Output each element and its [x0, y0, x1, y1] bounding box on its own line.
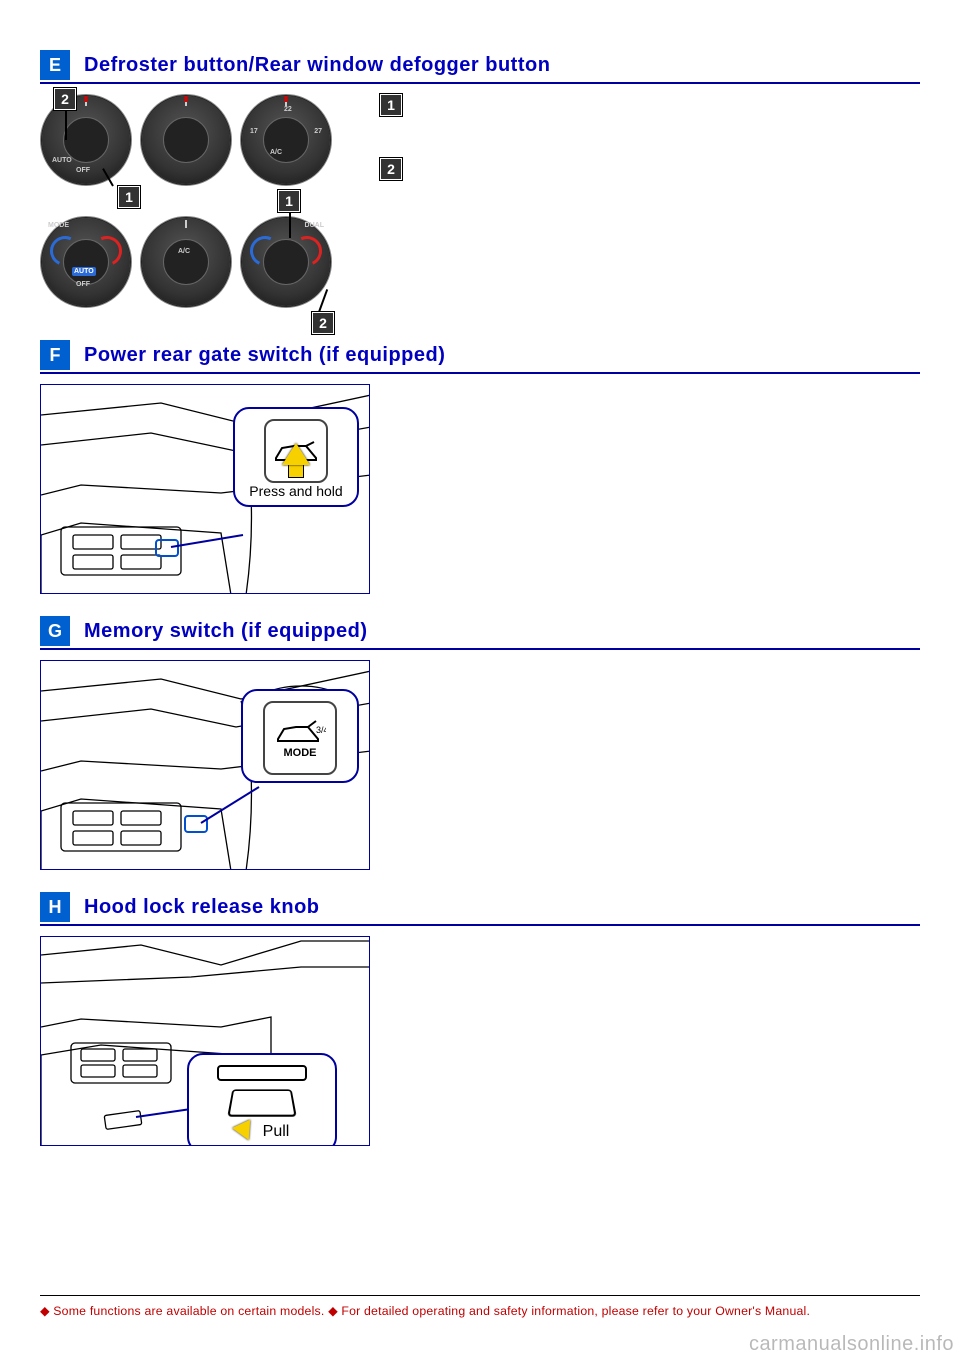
- illustration-f: Press and hold: [40, 384, 370, 594]
- callout-1-top: 1: [118, 186, 140, 208]
- side-callout-1: 1: [380, 94, 800, 116]
- section-letter-h: H: [40, 892, 70, 922]
- section-title-g: Memory switch (if equipped): [84, 620, 368, 643]
- dial-row-top: AUTO OFF 22 17 27 A/C 2 1: [40, 94, 360, 186]
- dial-label-22: 22: [284, 106, 292, 113]
- hood-knob-top-icon: [217, 1065, 307, 1081]
- hood-knob-handle-icon: [227, 1089, 297, 1116]
- dial-label-27: 27: [314, 128, 322, 135]
- mode-label: MODE: [284, 747, 317, 759]
- dial-label-off: OFF: [76, 167, 90, 174]
- section-g: G Memory switch (if equipped): [40, 616, 920, 870]
- section-letter-g: G: [40, 616, 70, 646]
- illustration-h: Pull: [40, 936, 370, 1146]
- callout-1-bottom: 1: [278, 190, 300, 212]
- section-e: E Defroster button/Rear window defogger …: [40, 50, 920, 318]
- footer-text: ◆ Some functions are available on certai…: [40, 1295, 920, 1318]
- dial-top-mid: [140, 94, 232, 186]
- dial-top-right: 22 17 27 A/C: [240, 94, 332, 186]
- popup-f: Press and hold: [233, 407, 359, 507]
- section-letter-e: E: [40, 50, 70, 80]
- side-callout-2: 2: [380, 158, 800, 180]
- watermark: carmanualsonline.info: [749, 1333, 954, 1356]
- dial-label-auto2: AUTO: [72, 267, 96, 276]
- dial-label-ac2: A/C: [178, 248, 190, 255]
- side-callout-box-1: 1: [380, 94, 402, 116]
- section-title-f: Power rear gate switch (if equipped): [84, 344, 445, 367]
- mode-fraction: 3/4: [316, 725, 326, 735]
- illustration-g: 3/4 MODE: [40, 660, 370, 870]
- dial-label-auto: AUTO: [52, 157, 72, 164]
- dial-row-bottom: AUTO OFF MODE A/C DUAL 1 2: [40, 216, 360, 308]
- section-header-g: G Memory switch (if equipped): [40, 616, 920, 650]
- dial-bottom-right: DUAL: [240, 216, 332, 308]
- side-callouts-e: 1 2: [380, 94, 800, 318]
- section-header-e: E Defroster button/Rear window defogger …: [40, 50, 920, 84]
- callout-2-top: 2: [54, 88, 76, 110]
- arrow-shaft-icon: [289, 465, 303, 477]
- car-mode-icon: 3/4: [274, 717, 326, 747]
- memory-mode-button-icon: 3/4 MODE: [263, 701, 337, 775]
- popup-h: Pull: [187, 1053, 337, 1146]
- section-f: F Power rear gate switch (if equipped): [40, 340, 920, 594]
- dial-label-mode: MODE: [48, 222, 69, 229]
- dial-label-dual: DUAL: [305, 222, 324, 229]
- popup-label-f: Press and hold: [249, 483, 342, 499]
- dial-label-17: 17: [250, 128, 258, 135]
- dial-bottom-mid: A/C: [140, 216, 232, 308]
- dial-label-off2: OFF: [76, 281, 90, 288]
- section-header-f: F Power rear gate switch (if equipped): [40, 340, 920, 374]
- section-h: H Hood lock release knob: [40, 892, 920, 1146]
- callout-2-bottom: 2: [312, 312, 334, 334]
- section-header-h: H Hood lock release knob: [40, 892, 920, 926]
- dial-bottom-left: AUTO OFF MODE: [40, 216, 132, 308]
- section-letter-f: F: [40, 340, 70, 370]
- arrow-pull-icon: [232, 1120, 258, 1145]
- popup-g: 3/4 MODE: [241, 689, 359, 783]
- arrow-up-icon: [282, 443, 310, 465]
- section-body-e: AUTO OFF 22 17 27 A/C 2 1: [40, 94, 920, 318]
- side-callout-box-2: 2: [380, 158, 402, 180]
- popup-label-h: Pull: [263, 1123, 290, 1141]
- dials-illustration: AUTO OFF 22 17 27 A/C 2 1: [40, 94, 360, 318]
- dial-label-ac: A/C: [270, 149, 282, 156]
- section-title-h: Hood lock release knob: [84, 896, 320, 919]
- section-title-e: Defroster button/Rear window defogger bu…: [84, 54, 550, 77]
